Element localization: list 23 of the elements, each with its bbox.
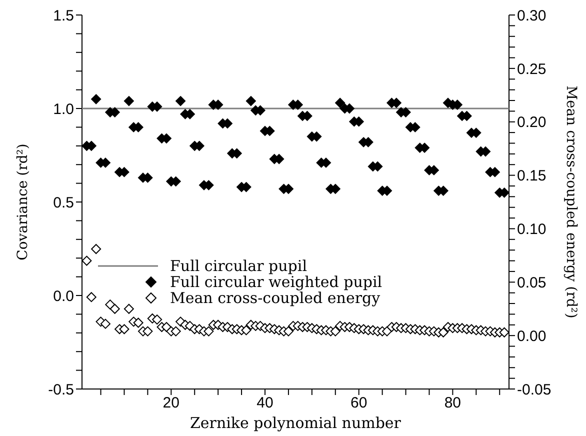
y-tick-label: 1.0 (53, 100, 74, 118)
legend-label: Full circular pupil (170, 257, 307, 275)
y2-tick-label: 0.20 (517, 114, 546, 132)
legend-label: Mean cross-coupled energy (170, 289, 380, 307)
y-tick-label: 0.5 (53, 194, 74, 212)
y2-tick-label: 0.25 (517, 60, 546, 78)
y2-tick-label: -0.05 (517, 381, 552, 398)
x-tick-label: 60 (350, 394, 368, 412)
y2-axis-title: Mean cross-coupled energy (rd²) (563, 86, 580, 318)
y2-tick-label: 0.05 (517, 274, 546, 292)
y2-tick-label: 0.15 (517, 168, 546, 185)
legend-label: Full circular weighted pupil (170, 273, 382, 291)
x-tick-label: 80 (444, 394, 462, 412)
y-tick-label: 0.0 (53, 288, 74, 305)
x-axis-title: Zernike polynomial number (190, 414, 402, 432)
y2-tick-label: 0.30 (517, 7, 546, 24)
y2-tick-label: 0.10 (517, 221, 546, 238)
y-tick-label: -0.5 (48, 381, 74, 398)
x-tick-label: 20 (162, 394, 180, 412)
x-tick-label: 40 (256, 394, 274, 412)
y-axis-title: Covariance (rd²) (14, 144, 31, 260)
y-tick-label: 1.5 (53, 7, 74, 24)
y2-tick-label: 0.00 (517, 328, 546, 345)
